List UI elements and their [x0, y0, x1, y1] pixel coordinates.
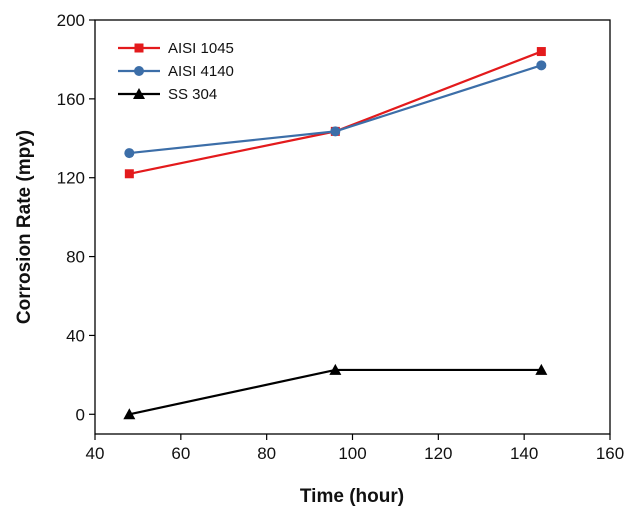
x-tick-label: 100: [338, 444, 366, 463]
data-point: [124, 148, 135, 159]
legend-item: AISI 4140: [118, 63, 234, 80]
x-tick-label: 60: [171, 444, 190, 463]
data-point: [536, 47, 546, 57]
x-tick-label: 120: [424, 444, 452, 463]
legend-marker: [134, 66, 144, 76]
legend-label: SS 304: [168, 86, 217, 103]
plot-area-frame: [94, 19, 611, 435]
data-point: [123, 408, 136, 420]
legend-item: SS 304: [118, 86, 217, 103]
legend-marker: [134, 43, 144, 53]
x-tick-label: 160: [596, 444, 624, 463]
legend-item: AISI 1045: [118, 40, 234, 57]
legend: AISI 1045 AISI 4140 SS 304: [118, 40, 234, 103]
x-axis-title: Time (hour): [300, 486, 404, 507]
y-tick-label: 120: [57, 169, 85, 188]
y-tick-label: 200: [57, 11, 85, 30]
series-aisi-4140: [124, 60, 547, 159]
data-point: [329, 363, 342, 375]
y-tick-label: 80: [66, 248, 85, 267]
x-tick-label: 40: [86, 444, 105, 463]
legend-label: AISI 4140: [168, 63, 234, 80]
x-axis: 40 60 80 100 120 140 160: [86, 434, 624, 463]
series-layer: [123, 47, 548, 420]
data-point: [535, 363, 548, 375]
data-point: [536, 60, 547, 71]
y-tick-label: 40: [66, 326, 85, 345]
series-line: [129, 368, 542, 416]
x-tick-label: 80: [257, 444, 276, 463]
series-ss-304: [123, 363, 548, 420]
data-point: [330, 126, 341, 137]
y-tick-label: 160: [57, 90, 85, 109]
legend-marker: [133, 88, 145, 99]
y-tick-label: 0: [76, 405, 85, 424]
y-axis: 0 40 80 120 160 200: [57, 11, 95, 424]
y-axis-title: Corrosion Rate (mpy): [14, 130, 35, 324]
data-point: [124, 169, 134, 179]
x-tick-label: 140: [510, 444, 538, 463]
legend-label: AISI 1045: [168, 40, 234, 57]
